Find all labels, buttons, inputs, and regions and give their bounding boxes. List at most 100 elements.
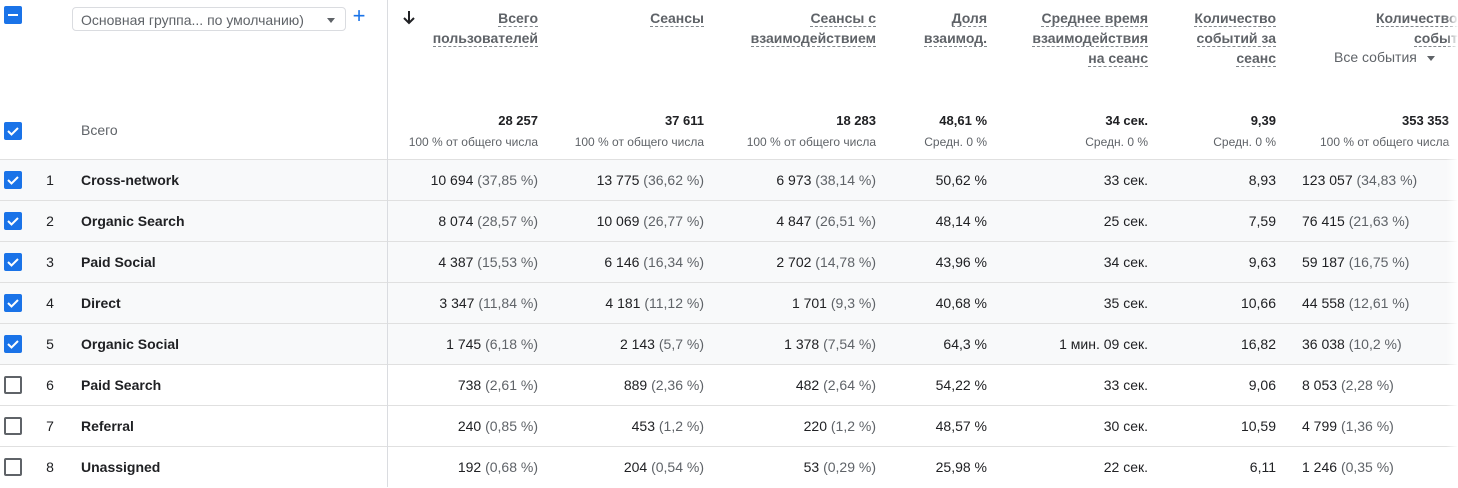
cell-percent: (21,63 %) — [1348, 213, 1410, 229]
table-cell: 9,06 — [1249, 377, 1276, 393]
table-cell: 738 (2,61 %) — [458, 377, 538, 393]
table-cell: 123 057 (34,83 %) — [1302, 172, 1417, 188]
select-all-checkbox[interactable] — [4, 6, 22, 24]
totals-checkbox[interactable] — [4, 122, 22, 140]
checkmark-icon — [7, 258, 19, 267]
row-checkbox[interactable] — [4, 294, 22, 312]
row-checkbox[interactable] — [4, 458, 22, 476]
row-checkbox[interactable] — [4, 212, 22, 230]
total-value: 9,39 — [1250, 113, 1276, 128]
total-subtext: 100 % от общего числа — [746, 135, 876, 149]
total-subtext: 100 % от общего числа — [574, 135, 704, 149]
cell-value: 1 378 — [784, 336, 820, 352]
total-value: 18 283 — [836, 113, 876, 128]
header-users[interactable]: Всего пользователей — [432, 10, 538, 47]
cell-percent: (34,83 %) — [1356, 172, 1418, 188]
row-number: 3 — [46, 254, 54, 270]
cell-value: 44 558 — [1302, 295, 1345, 311]
cell-value: 8 053 — [1302, 377, 1338, 393]
table-row[interactable]: 4 Direct 3 347 (11,84 %) 4 181 (11,12 %) 1 7… — [0, 282, 1458, 324]
row-checkbox[interactable] — [4, 376, 22, 394]
cell-value: 10,59 — [1240, 418, 1276, 434]
header-engaged-sessions[interactable]: Сеансы с взаимодействием — [750, 10, 876, 47]
cell-value: 738 — [457, 377, 482, 393]
add-dimension-button[interactable]: + — [352, 3, 366, 28]
total-subtext: Средн. 0 % — [1085, 135, 1148, 149]
totals-label: Всего — [81, 122, 118, 138]
header-sessions[interactable]: Сеансы — [650, 10, 704, 27]
dimension-select[interactable]: Основная группа... по умолчанию) — [72, 7, 346, 31]
cell-percent: (12,61 %) — [1348, 295, 1410, 311]
cell-value: 4 847 — [776, 213, 812, 229]
cell-value: 40,68 % — [935, 295, 987, 311]
cell-percent: (9,3 %) — [830, 295, 876, 311]
cell-value: 2 143 — [619, 336, 655, 352]
cell-percent: (0,68 %) — [485, 459, 538, 475]
table-cell: 10,66 — [1241, 295, 1276, 311]
cell-value: 34 сек. — [1103, 254, 1148, 270]
table-cell: 33 сек. — [1104, 377, 1148, 393]
row-checkbox[interactable] — [4, 417, 22, 435]
table-cell: 53 (0,29 %) — [804, 459, 876, 475]
row-channel-name: Referral — [81, 418, 134, 434]
table-cell: 453 (1,2 %) — [632, 418, 704, 434]
cell-value: 59 187 — [1302, 254, 1345, 270]
table-cell: 4 847 (26,51 %) — [776, 213, 876, 229]
table-row[interactable]: 2 Organic Search 8 074 (28,57 %) 10 069 (26… — [0, 200, 1458, 242]
total-subtext: 100 % от общего числа — [408, 135, 538, 149]
table-row[interactable]: 3 Paid Social 4 387 (15,53 %) 6 146 (16,34 … — [0, 241, 1458, 283]
cell-percent: (1,36 %) — [1340, 418, 1394, 434]
cell-value: 240 — [457, 418, 482, 434]
cell-percent: (28,57 %) — [477, 213, 538, 229]
row-channel-name: Unassigned — [81, 459, 161, 475]
table-row[interactable]: 1 Cross-network 10 694 (37,85 %) 13 775 (36… — [0, 159, 1458, 201]
cell-value: 1 мин. 09 сек. — [1059, 336, 1148, 352]
cell-value: 220 — [803, 418, 827, 434]
row-checkbox[interactable] — [4, 253, 22, 271]
table-cell: 64,3 % — [943, 336, 987, 352]
cell-percent: (37,85 %) — [477, 172, 538, 188]
table-row[interactable]: 8 Unassigned 192 (0,68 %) 204 (0,54 %) 53 (0… — [0, 446, 1458, 488]
checkmark-icon — [7, 127, 19, 136]
table-row[interactable]: 7 Referral 240 (0,85 %) 453 (1,2 %) 220 (1,2… — [0, 405, 1458, 447]
table-cell: 8,93 — [1249, 172, 1276, 188]
table-cell: 6 973 (38,14 %) — [776, 172, 876, 188]
row-number: 4 — [46, 295, 54, 311]
cell-value: 192 — [457, 459, 482, 475]
table-cell: 192 (0,68 %) — [458, 459, 538, 475]
header-engagement-rate[interactable]: Доля взаимод. — [923, 10, 987, 47]
table-row[interactable]: 6 Paid Search 738 (2,61 %) 889 (2,36 %) 482 … — [0, 364, 1458, 406]
column-divider — [387, 0, 388, 487]
cell-value: 10 069 — [596, 213, 640, 229]
cell-percent: (2,36 %) — [651, 377, 704, 393]
events-filter-select[interactable]: Все события — [1334, 49, 1435, 65]
table-cell: 4 799 (1,36 %) — [1302, 418, 1394, 434]
checkmark-icon — [7, 340, 19, 349]
cell-percent: (11,84 %) — [478, 295, 538, 311]
table-cell: 1 мин. 09 сек. — [1059, 336, 1148, 352]
cell-percent: (26,51 %) — [815, 213, 876, 229]
table-cell: 44 558 (12,61 %) — [1302, 295, 1409, 311]
cell-value: 13 775 — [596, 172, 640, 188]
cell-percent: (38,14 %) — [815, 172, 876, 188]
table-cell: 1 246 (0,35 %) — [1302, 459, 1394, 475]
table-cell: 1 378 (7,54 %) — [784, 336, 876, 352]
table-cell: 1 701 (9,3 %) — [792, 295, 876, 311]
header-avg-engagement-time[interactable]: Среднее время взаимодействия на сеанс — [1032, 10, 1148, 67]
cell-value: 16,82 — [1240, 336, 1276, 352]
row-number: 1 — [46, 172, 54, 188]
cell-percent: (6,18 %) — [485, 336, 538, 352]
header-events-per-session[interactable]: Количество событий за сеанс — [1194, 10, 1276, 67]
table-cell: 34 сек. — [1104, 254, 1148, 270]
row-checkbox[interactable] — [4, 171, 22, 189]
table-cell: 50,62 % — [936, 172, 987, 188]
total-subtext: Средн. 0 % — [924, 135, 987, 149]
table-cell: 8 074 (28,57 %) — [438, 213, 538, 229]
row-checkbox[interactable] — [4, 335, 22, 353]
cell-value: 2 702 — [776, 254, 812, 270]
chevron-down-icon — [1426, 55, 1435, 61]
cell-value: 22 сек. — [1103, 459, 1148, 475]
sort-descending-icon[interactable] — [402, 10, 416, 26]
table-row[interactable]: 5 Organic Social 1 745 (6,18 %) 2 143 (5,7 … — [0, 323, 1458, 365]
table-cell: 9,63 — [1249, 254, 1276, 270]
